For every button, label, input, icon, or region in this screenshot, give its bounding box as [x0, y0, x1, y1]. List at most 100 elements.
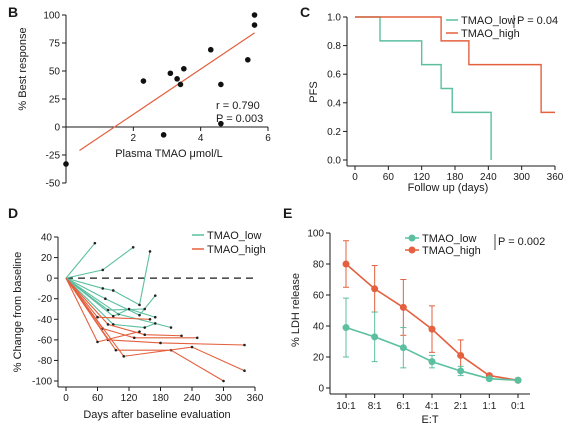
data-point: [174, 76, 180, 82]
patient-point: [122, 355, 126, 358]
patient-point: [132, 336, 136, 340]
panel-label-e: E: [283, 205, 292, 221]
y-tick-label: -20: [38, 294, 53, 305]
panel-e-xlabel: E:T: [421, 414, 438, 426]
y-tick-label: 0.0: [327, 156, 341, 167]
x-tick-label: 120: [121, 393, 138, 404]
patient-point: [101, 287, 105, 290]
data-point: [245, 57, 251, 63]
patient-point: [153, 322, 157, 325]
panel-b-regression: [79, 32, 255, 152]
y-tick-label: -100: [32, 377, 52, 388]
legend-label-low: TMAO_low: [461, 15, 515, 27]
panel-e-ylabel: % LDH release: [290, 273, 302, 347]
km-curve-low: [355, 16, 492, 160]
panel-b-ticks: -50 -25 0 25 50 75 100 2 4 6: [43, 11, 271, 190]
series-marker-high: [342, 260, 350, 268]
series-marker-low: [514, 376, 522, 384]
x-tick-label: 180: [152, 393, 169, 404]
panel-d-axes: [57, 237, 255, 388]
regression-line: [79, 32, 255, 152]
y-tick-label: 0: [318, 384, 324, 395]
legend-label-high: TMAO_high: [461, 28, 520, 40]
data-point: [140, 78, 147, 84]
y-tick-label: 40: [313, 322, 325, 333]
panel-e-ldh: 0 20 40 60 80 100 10:1 8:1 6:1 4:1 2:1 1:1 0:1 TMAO_…: [290, 229, 545, 427]
panel-b-xlabel: Plasma TMAO μmol/L: [115, 148, 223, 160]
y-tick-label: 0.6: [327, 70, 341, 81]
x-tick-label: 6:1: [396, 401, 410, 412]
data-point: [167, 70, 174, 77]
x-tick-label: 300: [215, 393, 232, 404]
patient-line-high: [65, 277, 224, 382]
panel-c-pvalue: P = 0.04: [517, 15, 558, 27]
panel-c-lines: [355, 16, 555, 160]
y-tick-label: 80: [313, 260, 325, 271]
patient-point: [106, 323, 110, 326]
patient-point: [159, 341, 162, 345]
panel-label-c: C: [300, 4, 310, 20]
patient-point: [153, 315, 157, 319]
panel-c-ticks: 0.0 0.2 0.4 0.6 0.8 1.0 0 60 120 180 240 300 360: [327, 13, 564, 184]
series-marker-low: [457, 367, 465, 375]
patient-point: [143, 333, 147, 337]
data-point: [181, 65, 187, 72]
series-marker-low: [428, 358, 436, 366]
patient-point: [111, 314, 115, 318]
legend-label-low: TMAO_low: [422, 233, 476, 245]
x-tick-label: 360: [547, 172, 564, 183]
x-tick-label: 0: [63, 393, 69, 404]
patient-line-low: [65, 242, 96, 279]
patient-point: [190, 345, 194, 349]
patient-point: [180, 334, 183, 338]
patient-point: [93, 241, 97, 245]
x-tick-label: 240: [184, 393, 201, 404]
patient-point: [127, 307, 131, 311]
panel-e-ticks: 0 20 40 60 80 100 10:1 8:1 6:1 4:1 2:1 1:1 0:1: [307, 229, 525, 413]
legend-marker-low: [408, 234, 416, 242]
panel-b-scatter: -50 -25 0 25 50 75 100 2 4 6 Plasma TMAO μmol/L %…: [17, 11, 271, 190]
y-tick-label: 0.2: [327, 127, 341, 138]
data-point: [251, 22, 258, 28]
patient-point: [96, 315, 99, 319]
patient-point: [143, 326, 147, 329]
x-tick-label: 60: [92, 393, 104, 404]
x-tick-label: 360: [247, 393, 264, 404]
panel-c-xlabel: Follow up (days): [408, 182, 489, 194]
data-point: [63, 161, 69, 167]
panel-e-legend: TMAO_low TMAO_high P = 0.002: [405, 233, 545, 257]
panel-e-axes: [329, 233, 530, 395]
panel-c-legend: TMAO_low TMAO_high P = 0.04: [446, 15, 558, 40]
data-point: [160, 132, 167, 138]
patient-line-low: [65, 277, 156, 329]
x-tick-label: 180: [447, 172, 464, 183]
patient-line-low: [65, 277, 156, 318]
y-tick-label: 40: [41, 233, 53, 244]
x-tick-label: 120: [413, 172, 430, 183]
panel-c-km: 0.0 0.2 0.4 0.6 0.8 1.0 0 60 120 180 240 300 360 TMA…: [308, 13, 564, 195]
patient-point: [138, 303, 141, 307]
patient-point: [138, 330, 141, 333]
patient-line-low: [65, 277, 172, 329]
patient-line-high: [65, 277, 245, 372]
panel-label-d: D: [8, 205, 18, 221]
panel-c-ylabel: PFS: [308, 81, 320, 102]
patient-point: [114, 348, 118, 352]
y-tick-label: 50: [49, 67, 61, 78]
patient-point: [131, 245, 135, 249]
y-tick-label: 20: [41, 253, 53, 264]
x-tick-label: 4:1: [425, 401, 439, 412]
panel-e-series: [342, 240, 522, 384]
panel-c-axes: [346, 17, 555, 167]
panel-d-xlabel: Days after baseline evaluation: [83, 409, 230, 421]
patient-point: [195, 336, 199, 340]
patient-point: [101, 268, 105, 272]
data-point: [207, 46, 214, 53]
legend-marker-high: [408, 246, 416, 254]
series-marker-high: [457, 351, 465, 359]
data-point: [177, 81, 184, 88]
y-tick-label: 20: [313, 353, 325, 364]
patient-point: [143, 307, 147, 311]
